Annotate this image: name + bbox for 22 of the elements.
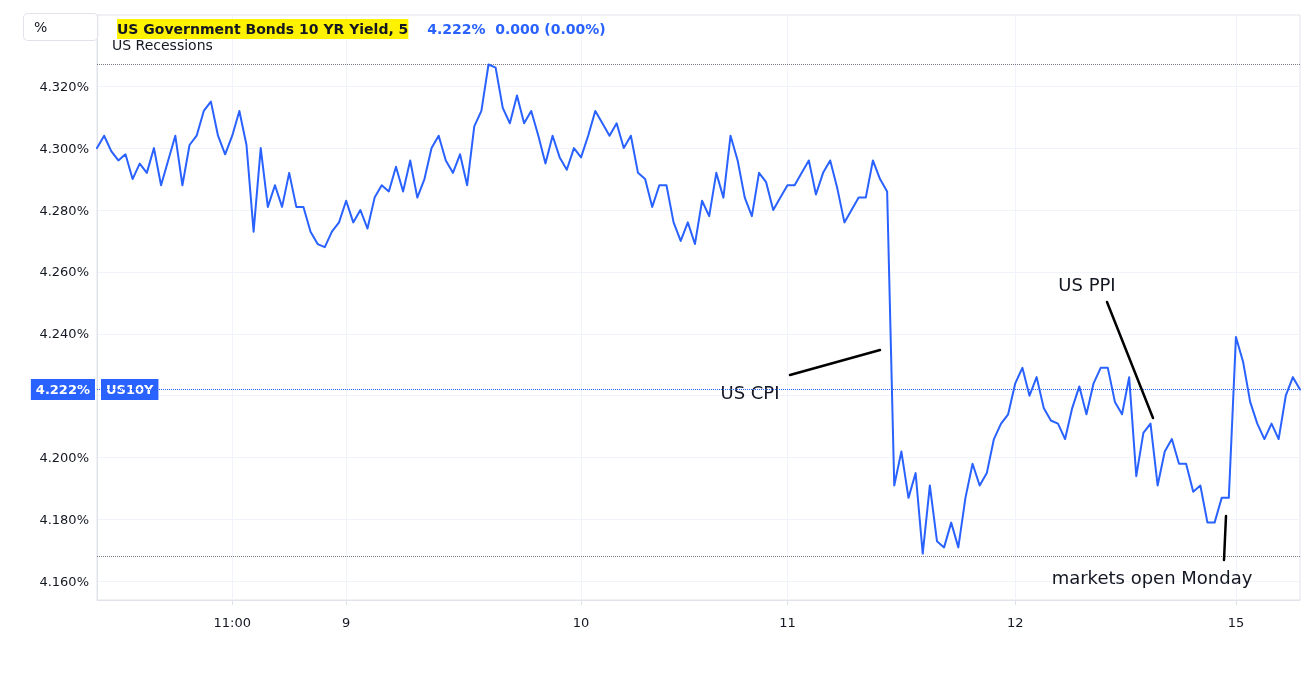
y-tick-label: 4.180% — [39, 512, 89, 528]
y-tick-label: 4.300% — [39, 140, 89, 156]
y-tick-label: 4.160% — [39, 573, 89, 589]
x-tick-label: 15 — [1227, 615, 1245, 630]
annotation: US CPI — [720, 381, 780, 403]
text: % — [34, 19, 48, 35]
x-tick-label: 10 — [572, 615, 590, 630]
y-tick-label: 4.320% — [39, 78, 89, 94]
y-tick-label: 4.280% — [39, 202, 89, 218]
chart-title: US Government Bonds 10 YR Yield, 5 — [117, 21, 409, 37]
y-tick-label: 4.260% — [39, 264, 89, 280]
chart-subtitle: 4.222% 0.000 (0.00%) — [427, 21, 606, 37]
annotation: US PPI — [1058, 273, 1116, 295]
x-tick-label: 11 — [779, 615, 796, 630]
x-tick-label: 12 — [1006, 615, 1024, 630]
x-tick-label: 9 — [342, 615, 351, 630]
ref-line-label: 4.222% — [35, 382, 90, 398]
annotation: markets open Monday — [1051, 566, 1253, 588]
y-tick-label: 4.200% — [39, 450, 89, 466]
x-tick-label: 11:00 — [213, 615, 251, 630]
annotation: US Recessions — [112, 37, 213, 53]
y-tick-label: 4.240% — [39, 326, 89, 342]
